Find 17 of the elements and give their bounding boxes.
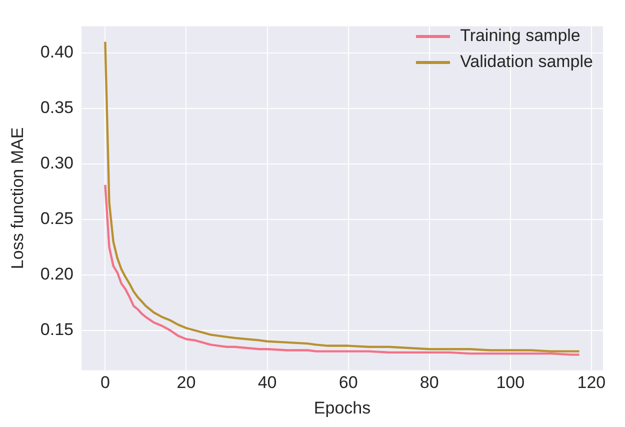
x-tick-label: 0 <box>100 373 110 392</box>
y-tick-label: 0.20 <box>40 264 74 284</box>
x-tick-label: 40 <box>258 373 277 392</box>
y-tick-label: 0.30 <box>40 153 74 172</box>
y-tick-label: 0.15 <box>40 320 74 339</box>
x-tick-label: 20 <box>176 373 196 392</box>
y-tick-label: 0.25 <box>40 208 74 228</box>
x-tick-label: 60 <box>338 373 358 392</box>
x-tick-label: 120 <box>577 373 606 392</box>
legend-label: Validation sample <box>460 52 593 72</box>
legend-label: Training sample <box>460 26 580 46</box>
y-tick-label: 0.35 <box>40 98 74 118</box>
x-axis-title: Epochs <box>314 398 371 418</box>
y-axis-title: Loss function MAE <box>8 127 27 270</box>
x-tick-label: 100 <box>496 373 525 392</box>
x-tick-label: 80 <box>420 373 439 392</box>
y-tick-label: 0.40 <box>40 42 74 62</box>
